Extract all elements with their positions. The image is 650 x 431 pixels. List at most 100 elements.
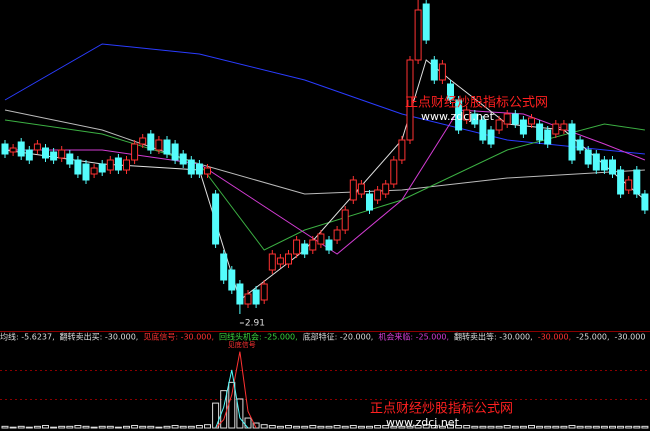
candle-body [220, 253, 228, 281]
indicator-bar [325, 425, 333, 429]
candle-body [576, 139, 584, 151]
indicator-bar [382, 425, 390, 429]
candle-body [552, 123, 560, 135]
indicator-bar [600, 425, 608, 429]
indicator-bar [293, 425, 301, 429]
candle-body [487, 129, 495, 145]
signal-label: 见底信号 [228, 340, 256, 349]
indicator-bar [195, 425, 203, 429]
indicator-bar [171, 425, 179, 429]
candle-body [430, 59, 438, 81]
candle-body [179, 153, 187, 165]
candle-body [171, 143, 179, 161]
candle-body [147, 133, 155, 151]
candle-body [438, 63, 446, 81]
candle-body [98, 163, 106, 173]
candle-body [406, 59, 414, 141]
low-label: 2.91 [245, 319, 265, 329]
indicator-bar [33, 425, 41, 429]
indicator-bar [374, 425, 382, 429]
candle-body [479, 119, 487, 141]
indicator-bar [309, 425, 317, 429]
candle-body [422, 3, 430, 41]
candle-body [204, 167, 211, 175]
candle-body [398, 139, 406, 161]
candle-body [82, 163, 90, 181]
indicator-bar [536, 425, 544, 429]
indicator-bar [633, 425, 641, 429]
candle-body [276, 257, 284, 265]
candle-body [195, 163, 203, 175]
indicator-bar [519, 425, 527, 429]
indicator-header: -30.000, [538, 333, 571, 342]
candle-body [455, 99, 463, 131]
indicator-header: 底部特征: -20.000, [303, 332, 374, 342]
candle-body [374, 189, 382, 201]
indicator-bar [98, 425, 106, 429]
candle-body [617, 169, 625, 195]
indicator-bar [641, 425, 649, 429]
indicator-bar [1, 425, 9, 429]
indicator-bar [463, 425, 471, 429]
candle-body [317, 233, 325, 245]
indicator-bar [544, 425, 552, 429]
candle-body [285, 253, 292, 265]
candle-body [66, 153, 74, 165]
indicator-bar [74, 425, 82, 429]
indicator-bar [398, 425, 406, 429]
candle-body [131, 143, 139, 161]
indicator-bar [528, 425, 535, 429]
indicator-bar [511, 425, 519, 429]
indicator-bar [204, 424, 211, 429]
indicator-bar [479, 425, 487, 429]
indicator-bar [82, 425, 90, 429]
indicator-bar [285, 425, 292, 429]
indicator-bar [42, 425, 49, 429]
line [4, 43, 645, 155]
indicator-bar [455, 425, 463, 429]
candle-body [17, 141, 25, 157]
candle-body [236, 283, 244, 305]
candle-body [106, 159, 114, 171]
line [215, 369, 249, 429]
watermark-url: www.zdcj.net [421, 110, 495, 123]
candle-body [25, 149, 33, 161]
indicator-bar [366, 425, 373, 429]
candle-body [544, 129, 552, 145]
candle-body [1, 143, 9, 155]
candle-body [325, 239, 333, 251]
candle-body [301, 243, 309, 255]
indicator-header: 回线头机会: -25.000, [219, 332, 298, 342]
indicator-bar [163, 425, 171, 429]
indicator-bar [90, 426, 98, 429]
indicator-bar [609, 425, 616, 429]
indicator-bar [25, 426, 33, 429]
candle-body [9, 147, 17, 153]
indicator-bar [422, 424, 430, 429]
indicator-header: 见底信号: -30.000, [143, 332, 214, 342]
indicator-bar [390, 425, 398, 429]
candle-body [123, 159, 130, 171]
line [215, 351, 257, 429]
indicator-bar [568, 425, 576, 429]
indicator-bar [123, 425, 130, 429]
candle-body [357, 183, 365, 195]
candle-body [74, 159, 82, 175]
candle-body [447, 83, 454, 101]
indicator-bar [560, 425, 568, 429]
indicator-bar [495, 425, 503, 429]
indicator-bar [155, 426, 163, 429]
candle-body [42, 147, 49, 159]
indicator-bar [406, 425, 414, 429]
indicator-bar [617, 425, 625, 429]
indicator-bar [414, 425, 422, 429]
indicator-bar [50, 426, 58, 429]
candle-body [536, 123, 544, 141]
candle-body [463, 109, 471, 121]
watermark-title: 正点财经炒股指标公式网 [405, 96, 548, 111]
line [4, 109, 645, 195]
indicator-bar [349, 425, 357, 429]
candle-body [33, 143, 41, 151]
indicator-bar [268, 425, 276, 429]
